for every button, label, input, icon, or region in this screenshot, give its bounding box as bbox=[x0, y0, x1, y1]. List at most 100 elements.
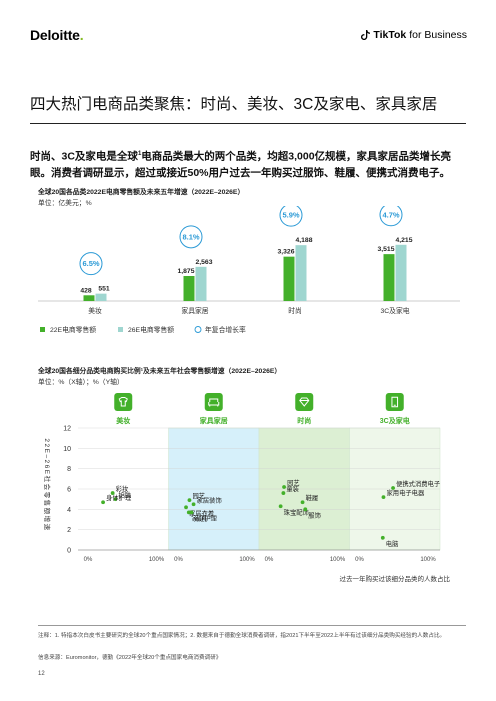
point-label: 家具 bbox=[195, 513, 208, 522]
y-tick-label: 0 bbox=[67, 548, 71, 555]
point-label: 护肤 bbox=[118, 490, 131, 499]
tshirt-icon bbox=[114, 393, 133, 411]
point-label: 身体护理 bbox=[106, 493, 132, 502]
point-label: 便携式消费电子 bbox=[396, 479, 440, 488]
bar-22e bbox=[383, 254, 395, 301]
bar-26e bbox=[195, 266, 207, 301]
x-tick-label: 100% bbox=[239, 557, 255, 563]
legend-label-cagr: 年复合增长率 bbox=[205, 325, 246, 334]
point-label: 鞋履 bbox=[306, 493, 319, 502]
value-label-26e: 4,188 bbox=[295, 237, 312, 244]
page-title: 四大热门电商品类聚焦：时尚、美妆、3C及家电、家具家居 bbox=[30, 96, 438, 113]
point-label: 家居衣着 bbox=[189, 508, 214, 517]
data-point bbox=[186, 510, 191, 515]
bar-26e bbox=[95, 293, 107, 301]
data-point bbox=[113, 497, 118, 502]
data-point bbox=[189, 510, 194, 515]
x-tick-label: 0% bbox=[265, 557, 274, 563]
point-label: 园艺 bbox=[287, 479, 300, 487]
data-point bbox=[187, 498, 192, 503]
deloitte-logo: Deloitte. bbox=[30, 27, 84, 43]
data-point bbox=[282, 485, 286, 489]
lead-paragraph: 时尚、3C及家电是全球1电商品类最大的两个品类，均超3,000亿规模，家具家居品… bbox=[30, 150, 452, 179]
y-tick-label: 4 bbox=[67, 507, 71, 514]
notes-divider bbox=[38, 625, 466, 626]
point-label: 彩妆 bbox=[116, 484, 129, 493]
y-tick-label: 12 bbox=[63, 426, 71, 433]
x-tick-label: 0% bbox=[174, 557, 183, 563]
bar-26e bbox=[395, 244, 407, 301]
data-point bbox=[380, 535, 385, 540]
value-label-22e: 428 bbox=[80, 287, 92, 294]
legend-swatch-26e bbox=[118, 327, 123, 332]
x-axis-label: 过去一年购买过该细分品类的人数占比 bbox=[340, 574, 451, 583]
value-label-22e: 3,326 bbox=[277, 249, 294, 256]
x-tick-label: 100% bbox=[149, 557, 165, 563]
x-tick-label: 100% bbox=[330, 557, 346, 563]
point-label: 园艺 bbox=[192, 492, 205, 500]
chart2-title: 全球20国各细分品类电商购买比例¹及未来五年社会零售额增速（2022E–2026… bbox=[38, 368, 282, 375]
value-label-22e: 1,875 bbox=[177, 268, 194, 275]
phone-icon bbox=[385, 393, 404, 411]
bar-22e bbox=[183, 276, 195, 301]
cagr-label: 8.1% bbox=[182, 232, 199, 241]
y-tick-label: 2 bbox=[67, 527, 71, 534]
y-tick-label: 6 bbox=[67, 487, 71, 494]
panel-category-label: 时尚 bbox=[297, 416, 311, 425]
y-axis-label: 22E–26E社会零售额增速 bbox=[43, 438, 52, 531]
source-note: 信息来源：Euromonitor，德勤《2022年全球20个重点国家电商消费调研… bbox=[38, 655, 222, 661]
data-point bbox=[381, 495, 386, 500]
point-label: 家居装饰 bbox=[197, 495, 222, 504]
panel-category-label: 家具家居 bbox=[200, 416, 228, 425]
page-number: 12 bbox=[38, 671, 45, 677]
tiktok-for-business-logo: TikTok for Business bbox=[361, 29, 467, 41]
x-tick-label: 0% bbox=[355, 557, 364, 563]
x-tick-label: 100% bbox=[420, 557, 436, 563]
point-label: 家庭护理 bbox=[192, 513, 218, 522]
diamond-icon bbox=[295, 393, 314, 411]
cagr-circle bbox=[79, 252, 103, 276]
category-label: 3C及家电 bbox=[380, 306, 409, 315]
data-point bbox=[391, 486, 395, 490]
cagr-circle bbox=[179, 225, 203, 249]
value-label-26e: 2,563 bbox=[195, 259, 212, 266]
data-point bbox=[101, 500, 105, 505]
cagr-circle bbox=[379, 206, 403, 227]
cagr-label: 5.9% bbox=[282, 211, 299, 220]
y-tick-label: 10 bbox=[63, 446, 71, 453]
legend-swatch-22e bbox=[40, 327, 45, 332]
bar-22e bbox=[83, 295, 95, 301]
data-point bbox=[281, 491, 286, 495]
title-divider bbox=[30, 123, 466, 124]
x-tick-label: 0% bbox=[84, 557, 93, 563]
value-label-22e: 3,515 bbox=[377, 246, 394, 253]
data-point bbox=[184, 505, 188, 510]
category-label: 时尚 bbox=[288, 306, 302, 315]
value-label-26e: 551 bbox=[98, 286, 110, 293]
legend-label-22e: 22E电商零售额 bbox=[50, 325, 96, 334]
data-point bbox=[300, 500, 305, 505]
data-point bbox=[278, 504, 283, 509]
legend-swatch-cagr bbox=[194, 326, 202, 333]
bar-22e bbox=[283, 256, 295, 301]
point-label: 童装 bbox=[286, 484, 299, 493]
point-label: 服饰 bbox=[308, 510, 321, 519]
footnote: 注释：1. 特指本次白皮书主要研究的全球20个重点国家情况；2. 数据来自于德勤… bbox=[38, 633, 446, 639]
cagr-label: 4.7% bbox=[382, 210, 399, 219]
point-label: 珠宝配饰 bbox=[284, 507, 309, 516]
value-label-26e: 4,215 bbox=[395, 237, 412, 244]
chart1-title: 全球20国各品类2022E电商零售额及未来五年增速（2022E–2026E） bbox=[38, 189, 245, 196]
chart2-unit: 单位：%（X轴）；%（Y轴） bbox=[38, 379, 124, 386]
category-label: 美妆 bbox=[88, 306, 102, 315]
cagr-circle bbox=[279, 206, 303, 227]
panel-category-label: 美妆 bbox=[116, 416, 130, 425]
bar-26e bbox=[295, 245, 307, 301]
tiktok-note-icon bbox=[361, 30, 371, 40]
cagr-label: 6.5% bbox=[82, 259, 99, 268]
sofa-icon bbox=[204, 393, 223, 411]
point-label: 电脑 bbox=[386, 539, 399, 548]
legend-label-26e: 26E电商零售额 bbox=[128, 325, 174, 334]
point-label: 家用电子电器 bbox=[386, 488, 424, 497]
